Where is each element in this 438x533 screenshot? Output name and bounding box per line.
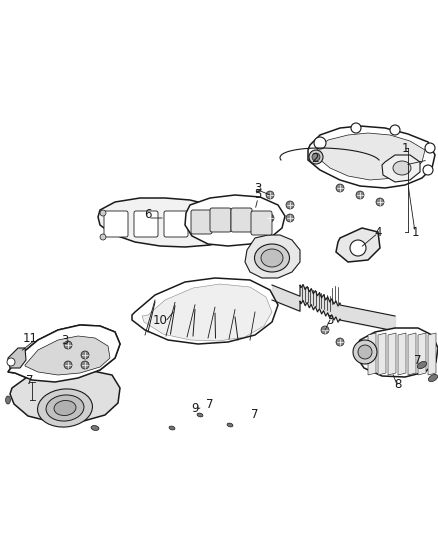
Ellipse shape — [227, 423, 233, 427]
Polygon shape — [382, 155, 420, 182]
Text: 10: 10 — [152, 313, 167, 327]
Text: 2: 2 — [311, 151, 319, 165]
Circle shape — [286, 201, 294, 209]
Ellipse shape — [91, 425, 99, 431]
Circle shape — [425, 143, 435, 153]
Polygon shape — [418, 333, 426, 375]
Polygon shape — [398, 333, 406, 375]
Polygon shape — [336, 228, 380, 262]
FancyBboxPatch shape — [251, 211, 272, 235]
Circle shape — [100, 234, 106, 240]
Ellipse shape — [169, 426, 175, 430]
Text: 7: 7 — [26, 374, 34, 386]
Ellipse shape — [417, 361, 427, 369]
Circle shape — [100, 210, 106, 216]
Circle shape — [356, 191, 364, 199]
Circle shape — [7, 358, 15, 366]
Circle shape — [266, 214, 274, 222]
Ellipse shape — [38, 389, 92, 427]
Text: 7: 7 — [414, 353, 422, 367]
Circle shape — [376, 198, 384, 206]
Polygon shape — [8, 348, 26, 368]
Circle shape — [286, 214, 294, 222]
Circle shape — [336, 338, 344, 346]
Ellipse shape — [428, 374, 438, 382]
Text: 4: 4 — [374, 225, 382, 238]
Circle shape — [390, 125, 400, 135]
Circle shape — [232, 212, 238, 218]
Polygon shape — [316, 133, 425, 180]
Circle shape — [312, 153, 320, 161]
Polygon shape — [8, 325, 120, 382]
Ellipse shape — [6, 396, 11, 404]
FancyBboxPatch shape — [210, 208, 231, 232]
Polygon shape — [308, 126, 435, 188]
Polygon shape — [132, 278, 278, 344]
Polygon shape — [25, 336, 110, 375]
Circle shape — [423, 165, 433, 175]
Circle shape — [64, 341, 72, 349]
Circle shape — [230, 235, 236, 241]
Circle shape — [309, 150, 323, 164]
Circle shape — [81, 361, 89, 369]
Text: 6: 6 — [144, 208, 152, 222]
Circle shape — [351, 123, 361, 133]
Circle shape — [266, 191, 274, 199]
Circle shape — [81, 351, 89, 359]
Text: 5: 5 — [254, 189, 261, 201]
Ellipse shape — [254, 244, 290, 272]
Text: 1: 1 — [411, 225, 419, 238]
Ellipse shape — [54, 400, 76, 416]
Polygon shape — [355, 328, 438, 377]
Circle shape — [353, 340, 377, 364]
Text: 3: 3 — [61, 334, 69, 346]
Circle shape — [350, 240, 366, 256]
Ellipse shape — [46, 395, 84, 421]
Polygon shape — [10, 370, 120, 422]
Circle shape — [336, 184, 344, 192]
Polygon shape — [368, 333, 376, 375]
Text: 7: 7 — [206, 399, 214, 411]
Ellipse shape — [261, 249, 283, 267]
Text: 9: 9 — [191, 401, 199, 415]
Text: 3: 3 — [254, 182, 261, 195]
Polygon shape — [98, 198, 240, 247]
FancyBboxPatch shape — [194, 211, 218, 237]
Polygon shape — [378, 333, 386, 375]
FancyBboxPatch shape — [191, 210, 212, 234]
Circle shape — [64, 361, 72, 369]
Circle shape — [358, 345, 372, 359]
Text: 11: 11 — [22, 332, 38, 344]
FancyBboxPatch shape — [104, 211, 128, 237]
Text: 1: 1 — [401, 141, 409, 155]
Ellipse shape — [393, 161, 411, 175]
FancyBboxPatch shape — [231, 208, 252, 232]
Polygon shape — [185, 195, 285, 246]
Text: 3: 3 — [326, 313, 334, 327]
Circle shape — [314, 137, 326, 149]
Polygon shape — [428, 333, 436, 375]
Polygon shape — [142, 284, 272, 341]
Text: 7: 7 — [251, 408, 259, 422]
Polygon shape — [245, 235, 300, 278]
Polygon shape — [8, 325, 120, 382]
Polygon shape — [408, 333, 416, 375]
Ellipse shape — [197, 413, 203, 417]
FancyBboxPatch shape — [164, 211, 188, 237]
Circle shape — [321, 326, 329, 334]
Polygon shape — [388, 333, 396, 375]
Text: 8: 8 — [394, 378, 402, 392]
FancyBboxPatch shape — [134, 211, 158, 237]
